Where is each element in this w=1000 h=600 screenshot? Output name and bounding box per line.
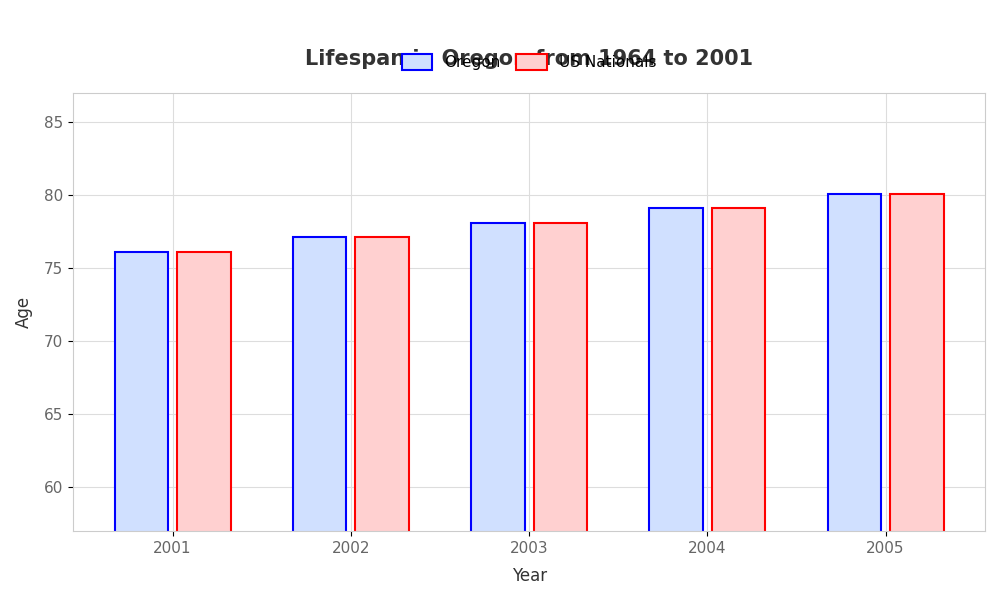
Bar bbox=[177, 252, 231, 600]
X-axis label: Year: Year bbox=[512, 567, 547, 585]
Bar bbox=[471, 223, 525, 600]
Bar bbox=[293, 238, 346, 600]
Y-axis label: Age: Age bbox=[15, 296, 33, 328]
Bar bbox=[890, 194, 944, 600]
Bar bbox=[649, 208, 703, 600]
Bar bbox=[828, 194, 881, 600]
Bar bbox=[115, 252, 168, 600]
Title: Lifespan in Oregon from 1964 to 2001: Lifespan in Oregon from 1964 to 2001 bbox=[305, 49, 753, 69]
Legend: Oregon, US Nationals: Oregon, US Nationals bbox=[396, 48, 663, 76]
Bar bbox=[712, 208, 765, 600]
Bar bbox=[534, 223, 587, 600]
Bar bbox=[355, 238, 409, 600]
